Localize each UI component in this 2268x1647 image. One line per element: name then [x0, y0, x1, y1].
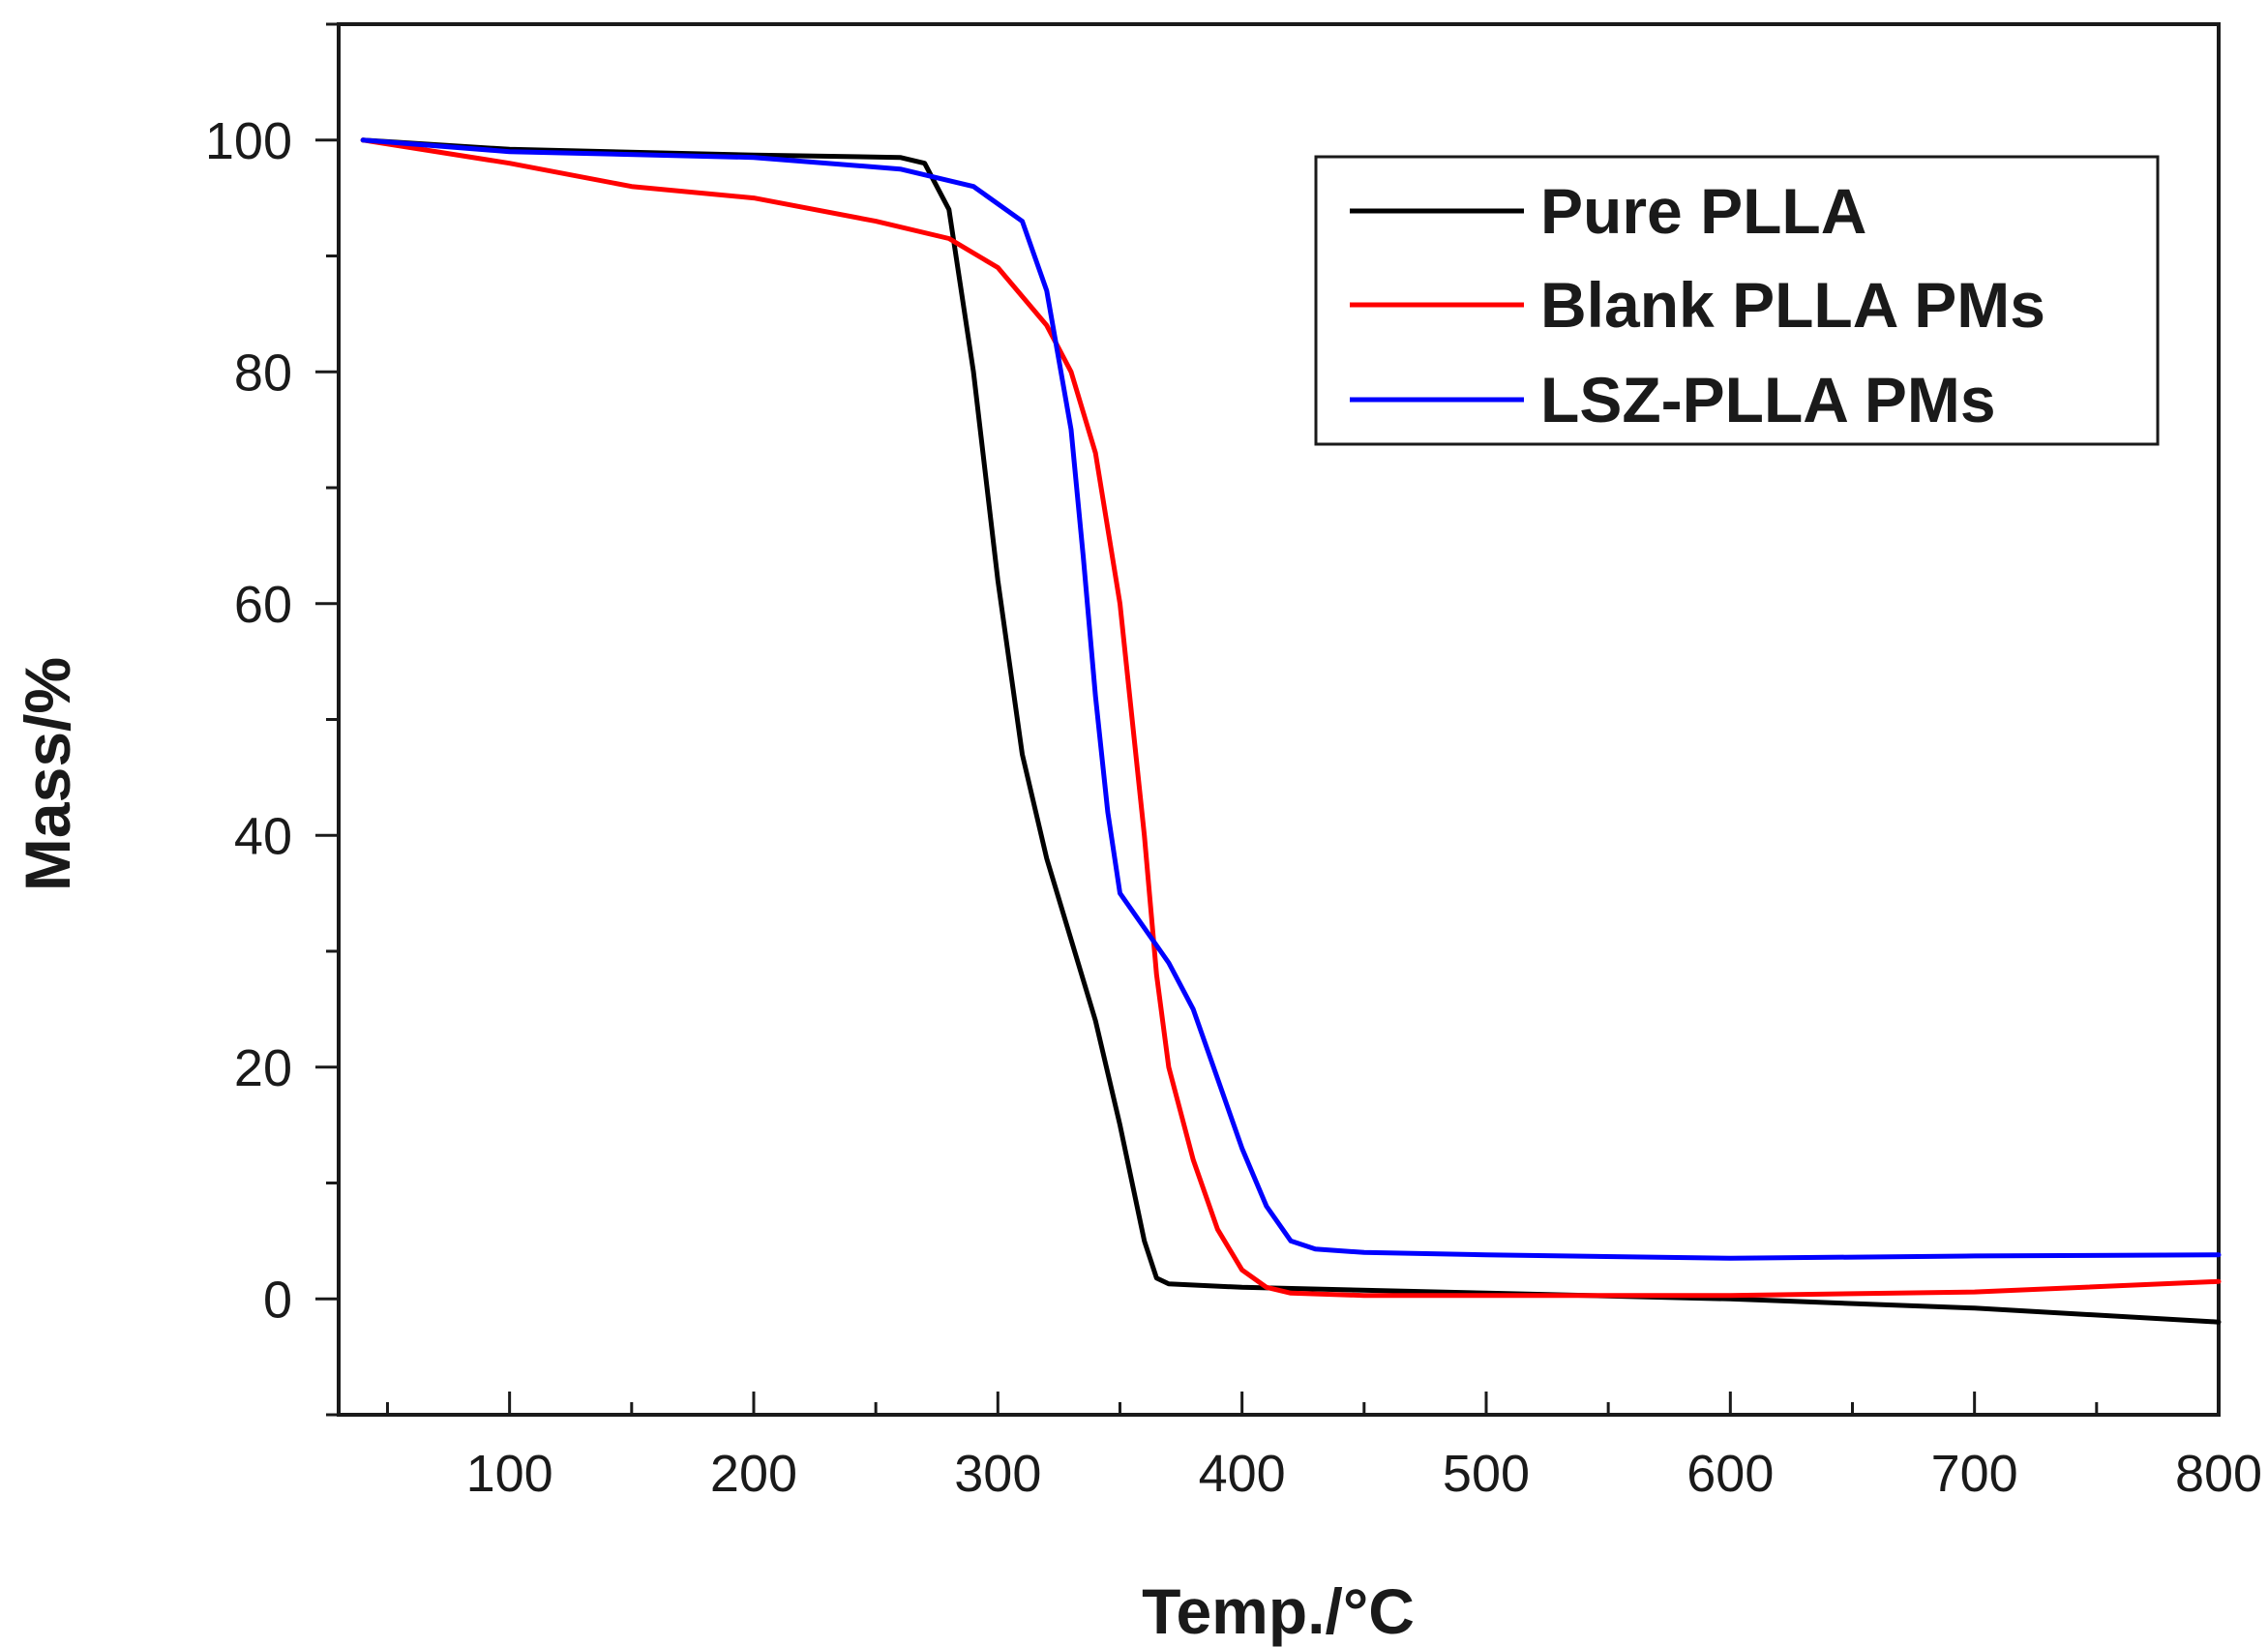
legend-box: [1314, 155, 2160, 446]
y-axis-title: Mass/%: [12, 657, 83, 891]
x-axis-title: Temp./°C: [1142, 1575, 1415, 1647]
y-tick-label: 20: [234, 1039, 292, 1097]
x-tick-label: 600: [1686, 1445, 1774, 1503]
legend-label-pure-plla: Pure PLLA: [1540, 175, 1866, 247]
y-tick-label: 100: [205, 112, 292, 170]
series-line-lsz-plla-pms: [360, 137, 2222, 1261]
y-tick-label: 40: [234, 807, 292, 865]
legend-label-lsz-plla-pms: LSZ-PLLA PMs: [1540, 364, 1996, 435]
series-line-blank-plla-pms: [360, 137, 2222, 1299]
x-tick-label: 700: [1931, 1445, 2018, 1503]
x-tick-label: 200: [710, 1445, 797, 1503]
legend: Pure PLLA Blank PLLA PMs LSZ-PLLA PMs: [1314, 155, 2160, 446]
x-tick-label: 400: [1199, 1445, 1286, 1503]
legend-label-blank-plla-pms: Blank PLLA PMs: [1540, 269, 2045, 341]
y-tick-label: 80: [234, 344, 292, 402]
series-layer: [360, 137, 2222, 1325]
y-tick-label: 60: [234, 576, 292, 634]
y-tick-label: 0: [263, 1271, 292, 1329]
x-tick-label: 100: [466, 1445, 553, 1503]
x-tick-label: 500: [1443, 1445, 1530, 1503]
series-line-pure-plla: [360, 137, 2222, 1325]
ticks-layer: 100 200 300 400 500 600 700 800 0 20 40 60 80 100: [205, 22, 2262, 1503]
x-tick-label: 300: [954, 1445, 1041, 1503]
x-tick-label: 800: [2175, 1445, 2262, 1503]
